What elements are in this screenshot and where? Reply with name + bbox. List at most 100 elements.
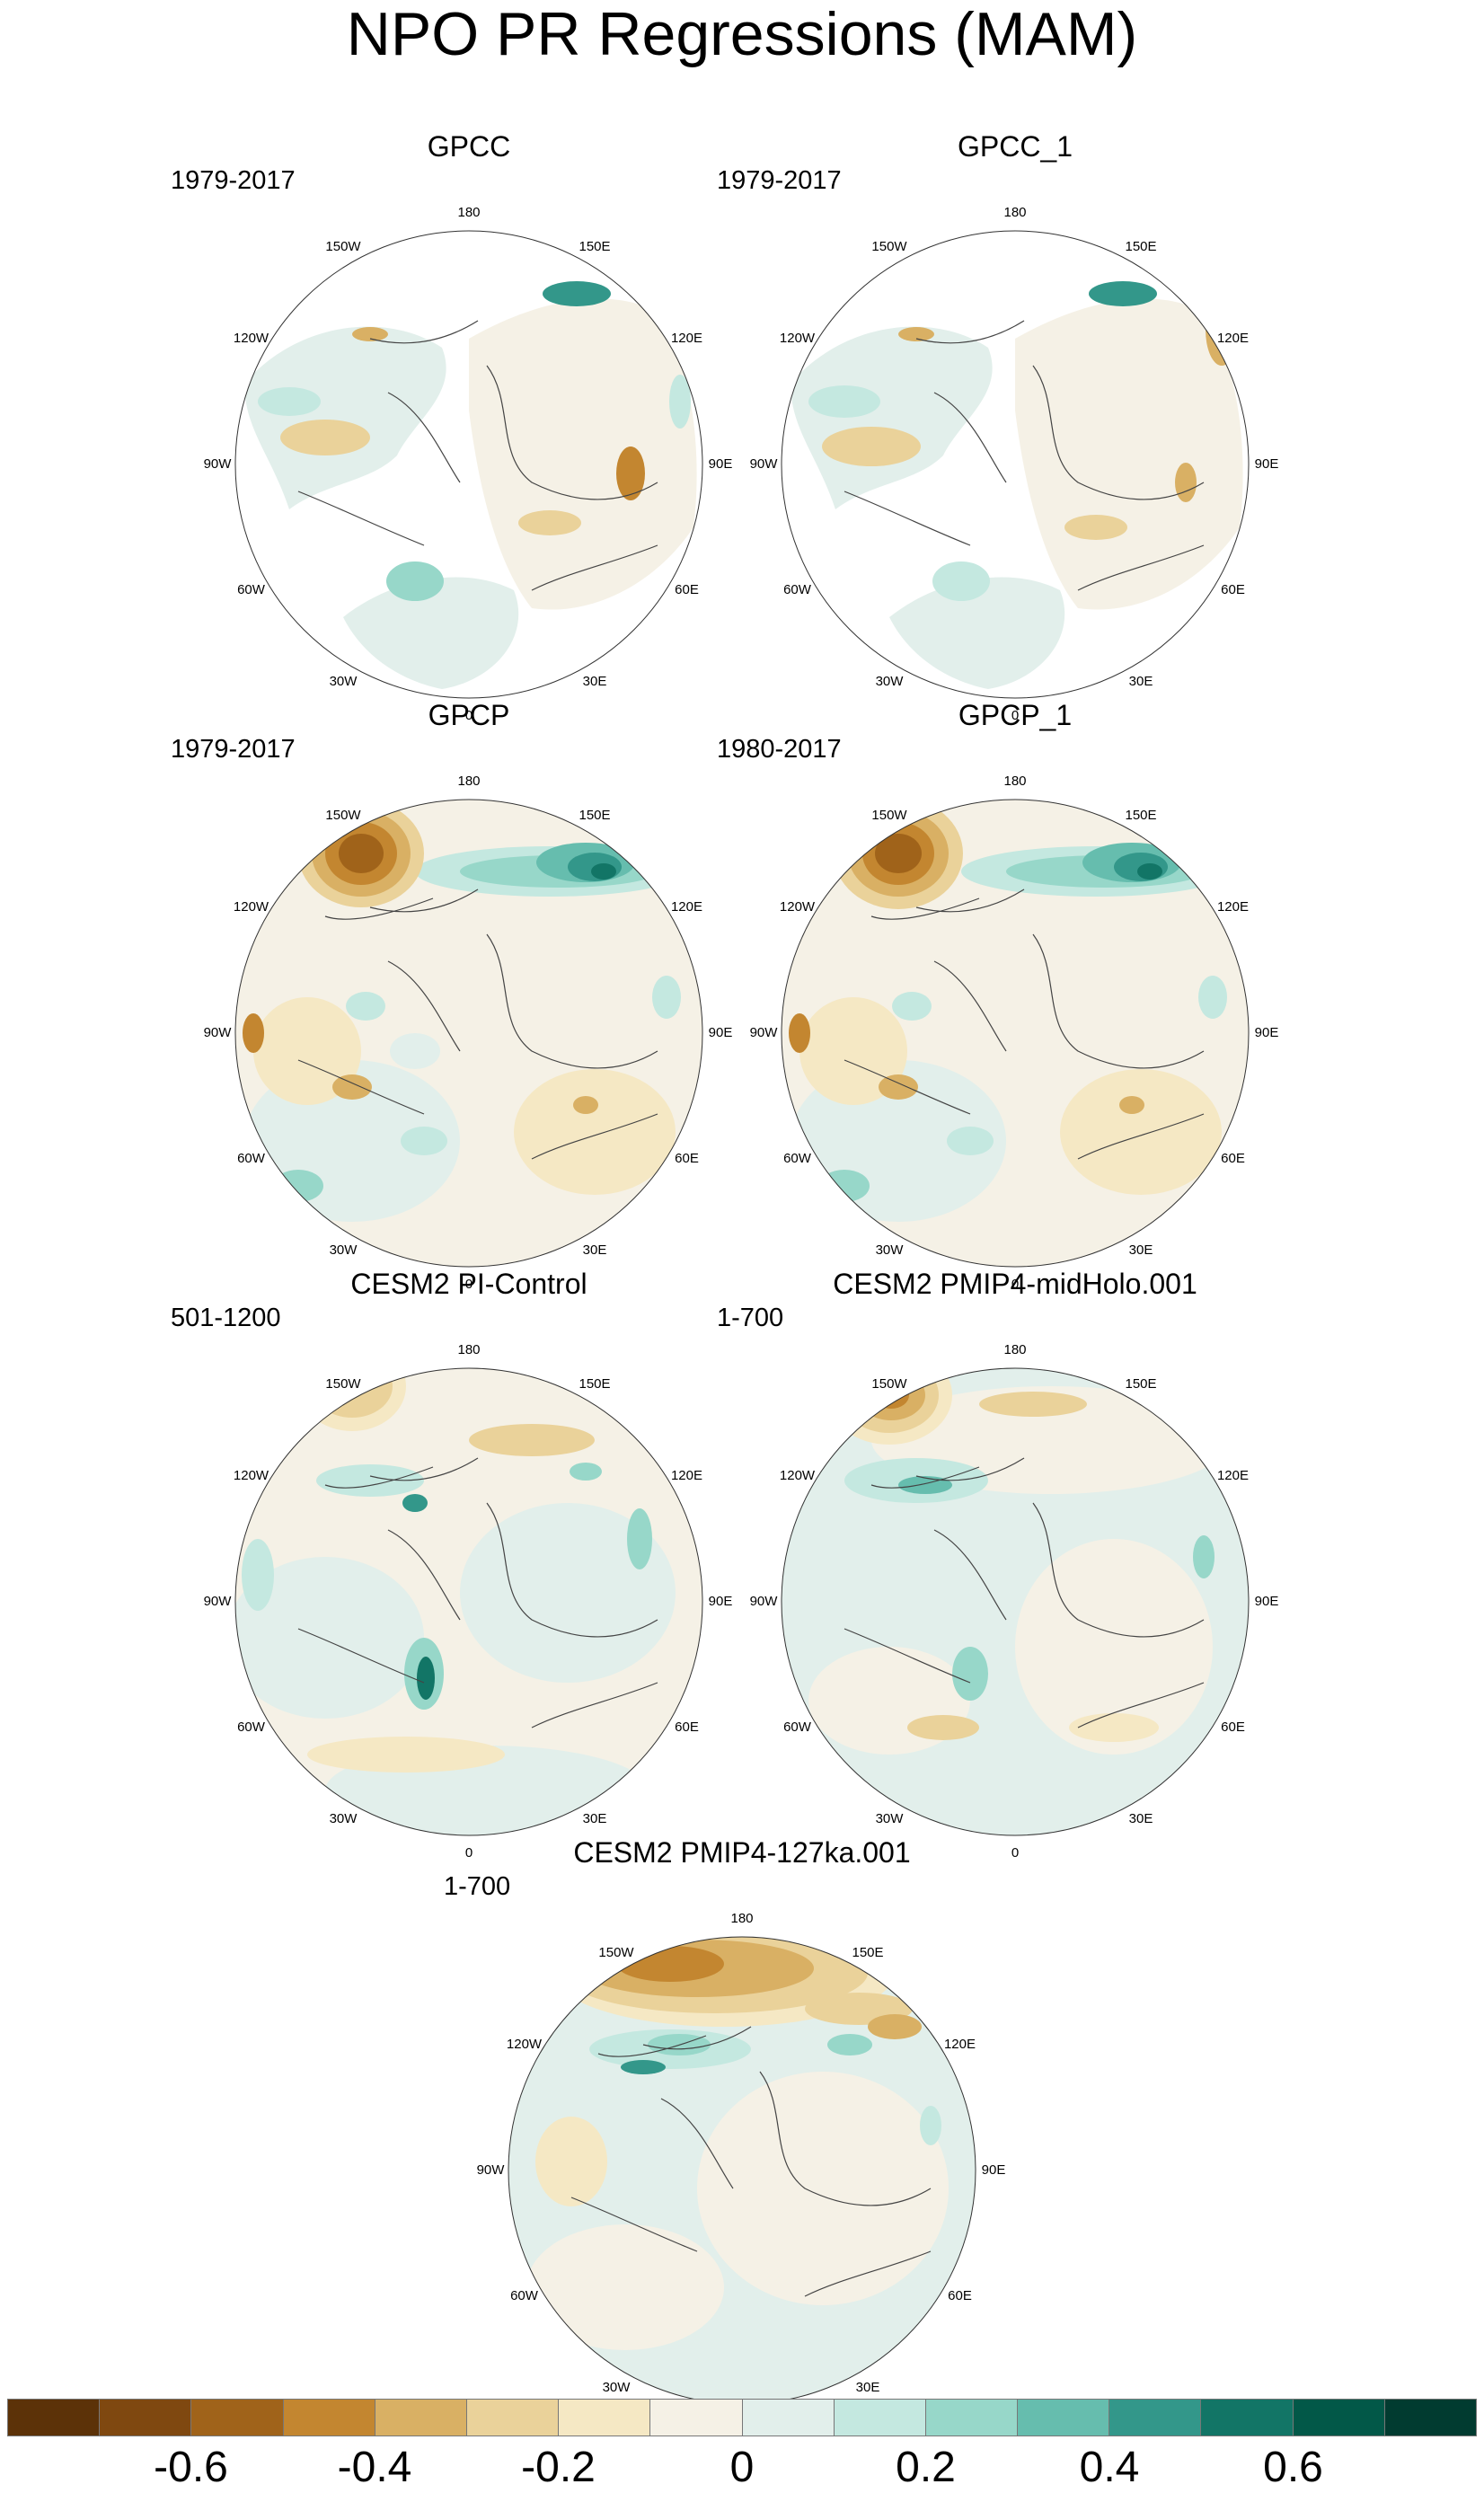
colorbar-segment <box>1201 2400 1294 2436</box>
longitude-label: 30E <box>1128 1811 1153 1827</box>
period-label: 1979-2017 <box>171 735 296 764</box>
polar-map <box>781 230 1250 699</box>
longitude-label: 180 <box>1003 1342 1027 1357</box>
longitude-label: 60E <box>675 582 699 597</box>
map-panel-gpcp-1: GPCP_1 1980-2017 180 <box>717 699 1294 1312</box>
colorbar-segment <box>1018 2400 1110 2436</box>
colorbar <box>7 2399 1477 2436</box>
polar-map <box>781 799 1250 1268</box>
figure-title: NPO PR Regressions (MAM) <box>346 0 1138 68</box>
map-panel-gpcc-1: GPCC_1 1979-2017 180 150E 120E 90E 60E 30E 0 30… <box>717 130 1294 743</box>
panel-title: GPCP <box>428 699 510 731</box>
longitude-label: 0 <box>464 1277 473 1292</box>
polar-map <box>234 799 703 1268</box>
panel-title: GPCP_1 <box>958 699 1073 731</box>
colorbar-segment <box>1384 2400 1476 2436</box>
colorbar-tick-label: 0.6 <box>1263 2444 1323 2491</box>
longitude-label: 120E <box>670 899 703 915</box>
period-label: 1-700 <box>717 1304 784 1332</box>
longitude-label: 90E <box>1254 1025 1279 1040</box>
longitude-label: 120W <box>779 1468 816 1483</box>
polar-map <box>234 230 703 699</box>
longitude-label: 90E <box>981 2162 1006 2178</box>
colorbar-tick-label: -0.6 <box>154 2444 228 2491</box>
longitude-label: 0 <box>464 708 473 723</box>
longitude-label: 120E <box>1216 1468 1250 1483</box>
longitude-label: 120W <box>779 899 816 915</box>
longitude-label: 30W <box>329 1811 358 1827</box>
colorbar-tick-label: -0.2 <box>521 2444 596 2491</box>
longitude-label: 30E <box>582 674 607 690</box>
colorbar-tick-label: 0.4 <box>1079 2444 1140 2491</box>
longitude-label: 30E <box>582 1242 607 1259</box>
longitude-label: 60E <box>948 2288 972 2303</box>
map-panel-gpcc: GPCC 1979-2017 180 150E 120E 90E 60E 30E 0 30W 6… <box>171 130 747 743</box>
longitude-label: 90W <box>476 2162 505 2178</box>
panel-title: GPCC <box>427 130 511 163</box>
colorbar-tick-label: 0 <box>729 2444 755 2491</box>
longitude-label: 60W <box>237 582 265 597</box>
longitude-label: 150W <box>325 807 361 823</box>
longitude-label: 120W <box>233 331 269 346</box>
longitude-label: 30W <box>329 1242 358 1259</box>
longitude-label: 60W <box>783 1719 811 1735</box>
longitude-label: 90E <box>708 1594 733 1609</box>
polar-map <box>234 1367 703 1836</box>
longitude-label: 0 <box>464 1845 473 1861</box>
longitude-label: 30W <box>875 674 904 690</box>
colorbar-tick-label: 0.2 <box>896 2444 956 2491</box>
colorbar-segment <box>925 2400 1019 2436</box>
longitude-label: 30E <box>1128 1242 1153 1259</box>
longitude-label: 90E <box>1254 1594 1279 1609</box>
colorbar-segment <box>100 2400 192 2436</box>
longitude-label: 180 <box>457 1342 481 1357</box>
polar-map <box>508 1936 976 2405</box>
longitude-label: 90W <box>749 1025 778 1040</box>
map-panel-gpcp: GPCP 1979-2017 <box>171 699 747 1312</box>
longitude-label: 60E <box>1221 1151 1245 1166</box>
longitude-label: 150E <box>852 1944 884 1960</box>
colorbar-segment <box>466 2400 560 2436</box>
longitude-label: 150E <box>1125 1375 1157 1392</box>
longitude-label: 60E <box>1221 582 1245 597</box>
longitude-label: 150E <box>579 807 611 823</box>
longitude-label: 60W <box>783 582 811 597</box>
period-label: 1-700 <box>444 1872 511 1901</box>
longitude-label: 60W <box>237 1719 265 1735</box>
colorbar-segment <box>191 2400 284 2436</box>
longitude-label: 90E <box>1254 456 1279 472</box>
colorbar-segment <box>650 2400 743 2436</box>
longitude-label: 150W <box>598 1944 634 1960</box>
longitude-label: 60W <box>237 1151 265 1166</box>
colorbar-segment <box>1109 2400 1202 2436</box>
longitude-label: 150W <box>871 1375 907 1392</box>
polar-map <box>781 1367 1250 1836</box>
longitude-label: 120W <box>506 2037 543 2052</box>
period-label: 1979-2017 <box>171 166 296 195</box>
longitude-label: 60E <box>675 1719 699 1735</box>
longitude-label: 120E <box>943 2037 976 2052</box>
map-panel-cesm2-127ka: CESM2 PMIP4-127ka.001 1-700 180 150E 120E 9… <box>444 1836 1020 2449</box>
panel-title: GPCC_1 <box>957 130 1073 163</box>
longitude-label: 90W <box>749 456 778 472</box>
longitude-label: 90W <box>203 456 232 472</box>
longitude-label: 90E <box>708 456 733 472</box>
longitude-label: 150W <box>871 807 907 823</box>
longitude-label: 30W <box>875 1811 904 1827</box>
longitude-label: 150E <box>1125 807 1157 823</box>
colorbar-segment <box>375 2400 467 2436</box>
longitude-label: 120E <box>670 1468 703 1483</box>
period-label: 1979-2017 <box>717 166 842 195</box>
colorbar-segment <box>834 2400 926 2436</box>
longitude-label: 180 <box>730 1911 754 1926</box>
longitude-label: 30E <box>582 1811 607 1827</box>
longitude-label: 150E <box>579 1375 611 1392</box>
longitude-label: 120W <box>233 1468 269 1483</box>
longitude-label: 150W <box>871 238 907 254</box>
longitude-label: 120W <box>779 331 816 346</box>
longitude-label: 30W <box>875 1242 904 1259</box>
longitude-label: 120E <box>1216 899 1250 915</box>
longitude-label: 120E <box>670 331 703 346</box>
colorbar-segment <box>8 2400 101 2436</box>
colorbar-segment <box>1293 2400 1385 2436</box>
